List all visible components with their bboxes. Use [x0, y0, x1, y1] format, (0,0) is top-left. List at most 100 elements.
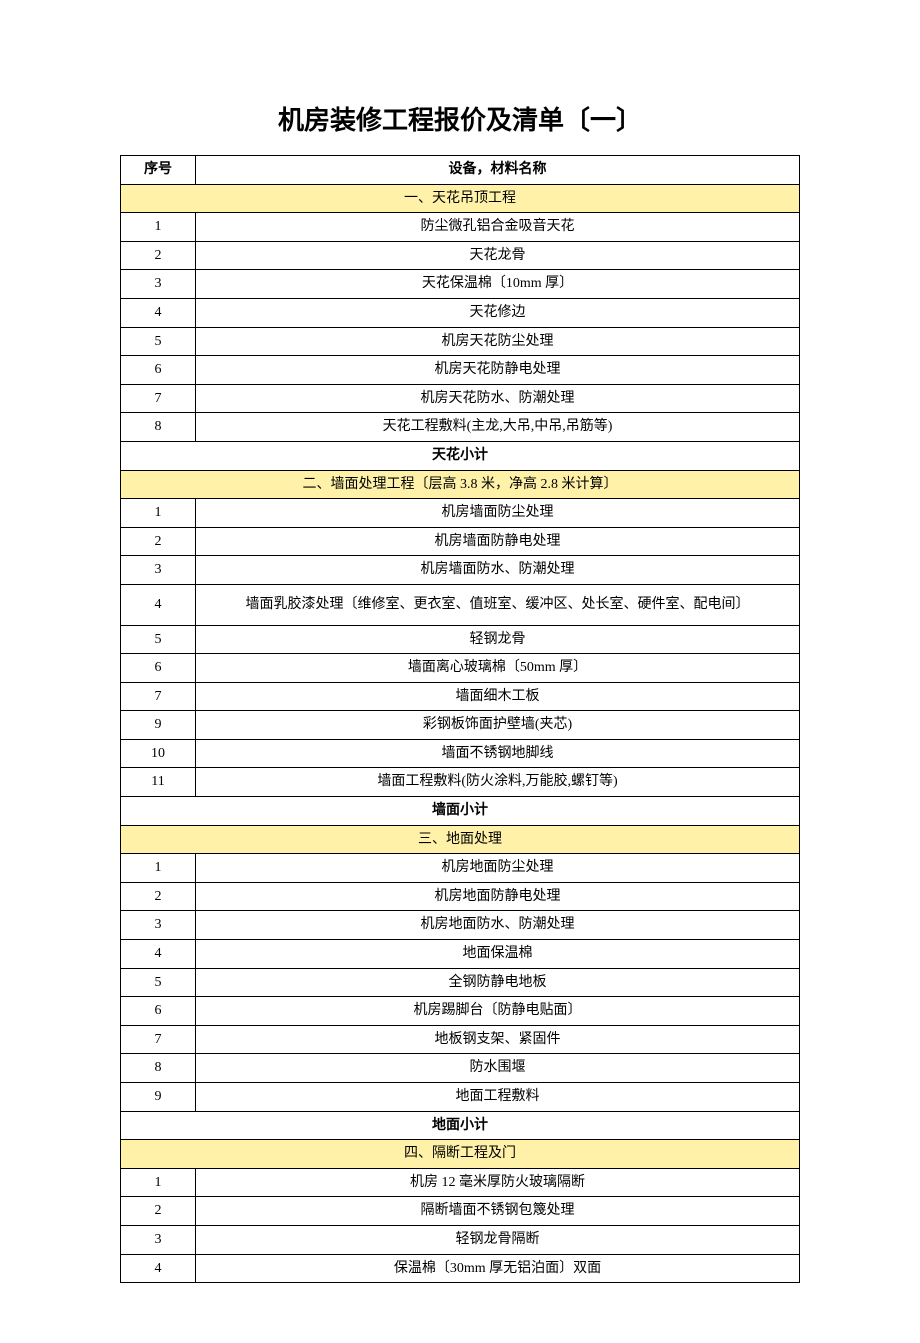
cell-index: 8 [121, 1054, 196, 1083]
table-row: 3天花保温棉〔10mm 厚〕 [121, 270, 800, 299]
col-header-name: 设备，材料名称 [196, 156, 800, 185]
table-row: 10墙面不锈钢地脚线 [121, 739, 800, 768]
cell-index: 2 [121, 527, 196, 556]
table-row: 4墙面乳胶漆处理〔维修室、更衣室、值班室、缓冲区、处长室、硬件室、配电间〕 [121, 584, 800, 625]
table-row: 6机房踢脚台〔防静电贴面〕 [121, 997, 800, 1026]
subtotal-cell: 墙面小计 [121, 797, 800, 826]
table-row: 3机房墙面防水、防潮处理 [121, 556, 800, 585]
cell-index: 7 [121, 682, 196, 711]
cell-index: 4 [121, 940, 196, 969]
subtotal-cell: 天花小计 [121, 441, 800, 470]
section-header-row: 二、墙面处理工程〔层高 3.8 米，净高 2.8 米计算〕 [121, 470, 800, 499]
cell-index: 2 [121, 1197, 196, 1226]
table-row: 9地面工程敷料 [121, 1083, 800, 1112]
cell-index: 7 [121, 1025, 196, 1054]
cell-name: 天花工程敷料(主龙,大吊,中吊,吊筋等) [196, 413, 800, 442]
cell-name: 地面保温棉 [196, 940, 800, 969]
cell-name: 墙面细木工板 [196, 682, 800, 711]
cell-index: 6 [121, 356, 196, 385]
section-header-cell: 三、地面处理 [121, 825, 800, 854]
cell-name: 机房墙面防静电处理 [196, 527, 800, 556]
cell-name: 全钢防静电地板 [196, 968, 800, 997]
subtotal-row: 天花小计 [121, 441, 800, 470]
cell-name: 机房天花防尘处理 [196, 327, 800, 356]
cell-name: 轻钢龙骨隔断 [196, 1225, 800, 1254]
cell-index: 3 [121, 270, 196, 299]
cell-index: 3 [121, 911, 196, 940]
table-row: 2机房墙面防静电处理 [121, 527, 800, 556]
cell-index: 9 [121, 711, 196, 740]
cell-name: 墙面工程敷料(防火涂料,万能胶,螺钉等) [196, 768, 800, 797]
cell-name: 轻钢龙骨 [196, 625, 800, 654]
cell-index: 6 [121, 654, 196, 683]
cell-name: 机房墙面防尘处理 [196, 499, 800, 528]
table-row: 1机房地面防尘处理 [121, 854, 800, 883]
cell-name: 机房踢脚台〔防静电贴面〕 [196, 997, 800, 1026]
table-row: 4地面保温棉 [121, 940, 800, 969]
section-header-cell: 四、隔断工程及门 [121, 1140, 800, 1169]
cell-name: 天花保温棉〔10mm 厚〕 [196, 270, 800, 299]
table-header-row: 序号 设备，材料名称 [121, 156, 800, 185]
table-row: 3机房地面防水、防潮处理 [121, 911, 800, 940]
page-title: 机房装修工程报价及清单〔一〕 [120, 100, 800, 137]
cell-index: 8 [121, 413, 196, 442]
cell-index: 5 [121, 968, 196, 997]
cell-name: 防水围堰 [196, 1054, 800, 1083]
cell-index: 6 [121, 997, 196, 1026]
cell-name: 彩钢板饰面护壁墙(夹芯) [196, 711, 800, 740]
cell-name: 天花修边 [196, 298, 800, 327]
section-header-row: 一、天花吊顶工程 [121, 184, 800, 213]
table-row: 9彩钢板饰面护壁墙(夹芯) [121, 711, 800, 740]
table-row: 7墙面细木工板 [121, 682, 800, 711]
table-row: 5全钢防静电地板 [121, 968, 800, 997]
table-row: 8防水围堰 [121, 1054, 800, 1083]
table-row: 1机房 12 毫米厚防火玻璃隔断 [121, 1168, 800, 1197]
cell-name: 地面工程敷料 [196, 1083, 800, 1112]
table-row: 2机房地面防静电处理 [121, 882, 800, 911]
col-header-index: 序号 [121, 156, 196, 185]
table-row: 4天花修边 [121, 298, 800, 327]
cell-name: 机房墙面防水、防潮处理 [196, 556, 800, 585]
quotation-table: 序号 设备，材料名称 一、天花吊顶工程1防尘微孔铝合金吸音天花2天花龙骨3天花保… [120, 155, 800, 1283]
cell-name: 机房 12 毫米厚防火玻璃隔断 [196, 1168, 800, 1197]
cell-name: 墙面不锈钢地脚线 [196, 739, 800, 768]
table-row: 6机房天花防静电处理 [121, 356, 800, 385]
section-header-cell: 二、墙面处理工程〔层高 3.8 米，净高 2.8 米计算〕 [121, 470, 800, 499]
table-row: 6墙面离心玻璃棉〔50mm 厚〕 [121, 654, 800, 683]
cell-index: 5 [121, 625, 196, 654]
cell-name: 机房地面防尘处理 [196, 854, 800, 883]
table-row: 8天花工程敷料(主龙,大吊,中吊,吊筋等) [121, 413, 800, 442]
cell-name: 地板钢支架、紧固件 [196, 1025, 800, 1054]
cell-name: 机房天花防水、防潮处理 [196, 384, 800, 413]
section-header-cell: 一、天花吊顶工程 [121, 184, 800, 213]
cell-index: 1 [121, 854, 196, 883]
table-row: 2天花龙骨 [121, 241, 800, 270]
cell-index: 4 [121, 298, 196, 327]
cell-name: 隔断墙面不锈钢包篾处理 [196, 1197, 800, 1226]
cell-index: 1 [121, 1168, 196, 1197]
cell-index: 2 [121, 882, 196, 911]
subtotal-cell: 地面小计 [121, 1111, 800, 1140]
cell-index: 7 [121, 384, 196, 413]
cell-name: 墙面离心玻璃棉〔50mm 厚〕 [196, 654, 800, 683]
cell-index: 9 [121, 1083, 196, 1112]
table-row: 5轻钢龙骨 [121, 625, 800, 654]
cell-index: 11 [121, 768, 196, 797]
section-header-row: 四、隔断工程及门 [121, 1140, 800, 1169]
table-row: 5机房天花防尘处理 [121, 327, 800, 356]
table-row: 11墙面工程敷料(防火涂料,万能胶,螺钉等) [121, 768, 800, 797]
cell-name: 保温棉〔30mm 厚无铝泊面〕双面 [196, 1254, 800, 1283]
cell-name: 机房天花防静电处理 [196, 356, 800, 385]
cell-index: 10 [121, 739, 196, 768]
cell-index: 3 [121, 556, 196, 585]
table-row: 3轻钢龙骨隔断 [121, 1225, 800, 1254]
section-header-row: 三、地面处理 [121, 825, 800, 854]
table-row: 1机房墙面防尘处理 [121, 499, 800, 528]
cell-name: 机房地面防静电处理 [196, 882, 800, 911]
cell-name: 天花龙骨 [196, 241, 800, 270]
table-row: 7地板钢支架、紧固件 [121, 1025, 800, 1054]
cell-index: 5 [121, 327, 196, 356]
subtotal-row: 墙面小计 [121, 797, 800, 826]
cell-name: 机房地面防水、防潮处理 [196, 911, 800, 940]
cell-index: 2 [121, 241, 196, 270]
